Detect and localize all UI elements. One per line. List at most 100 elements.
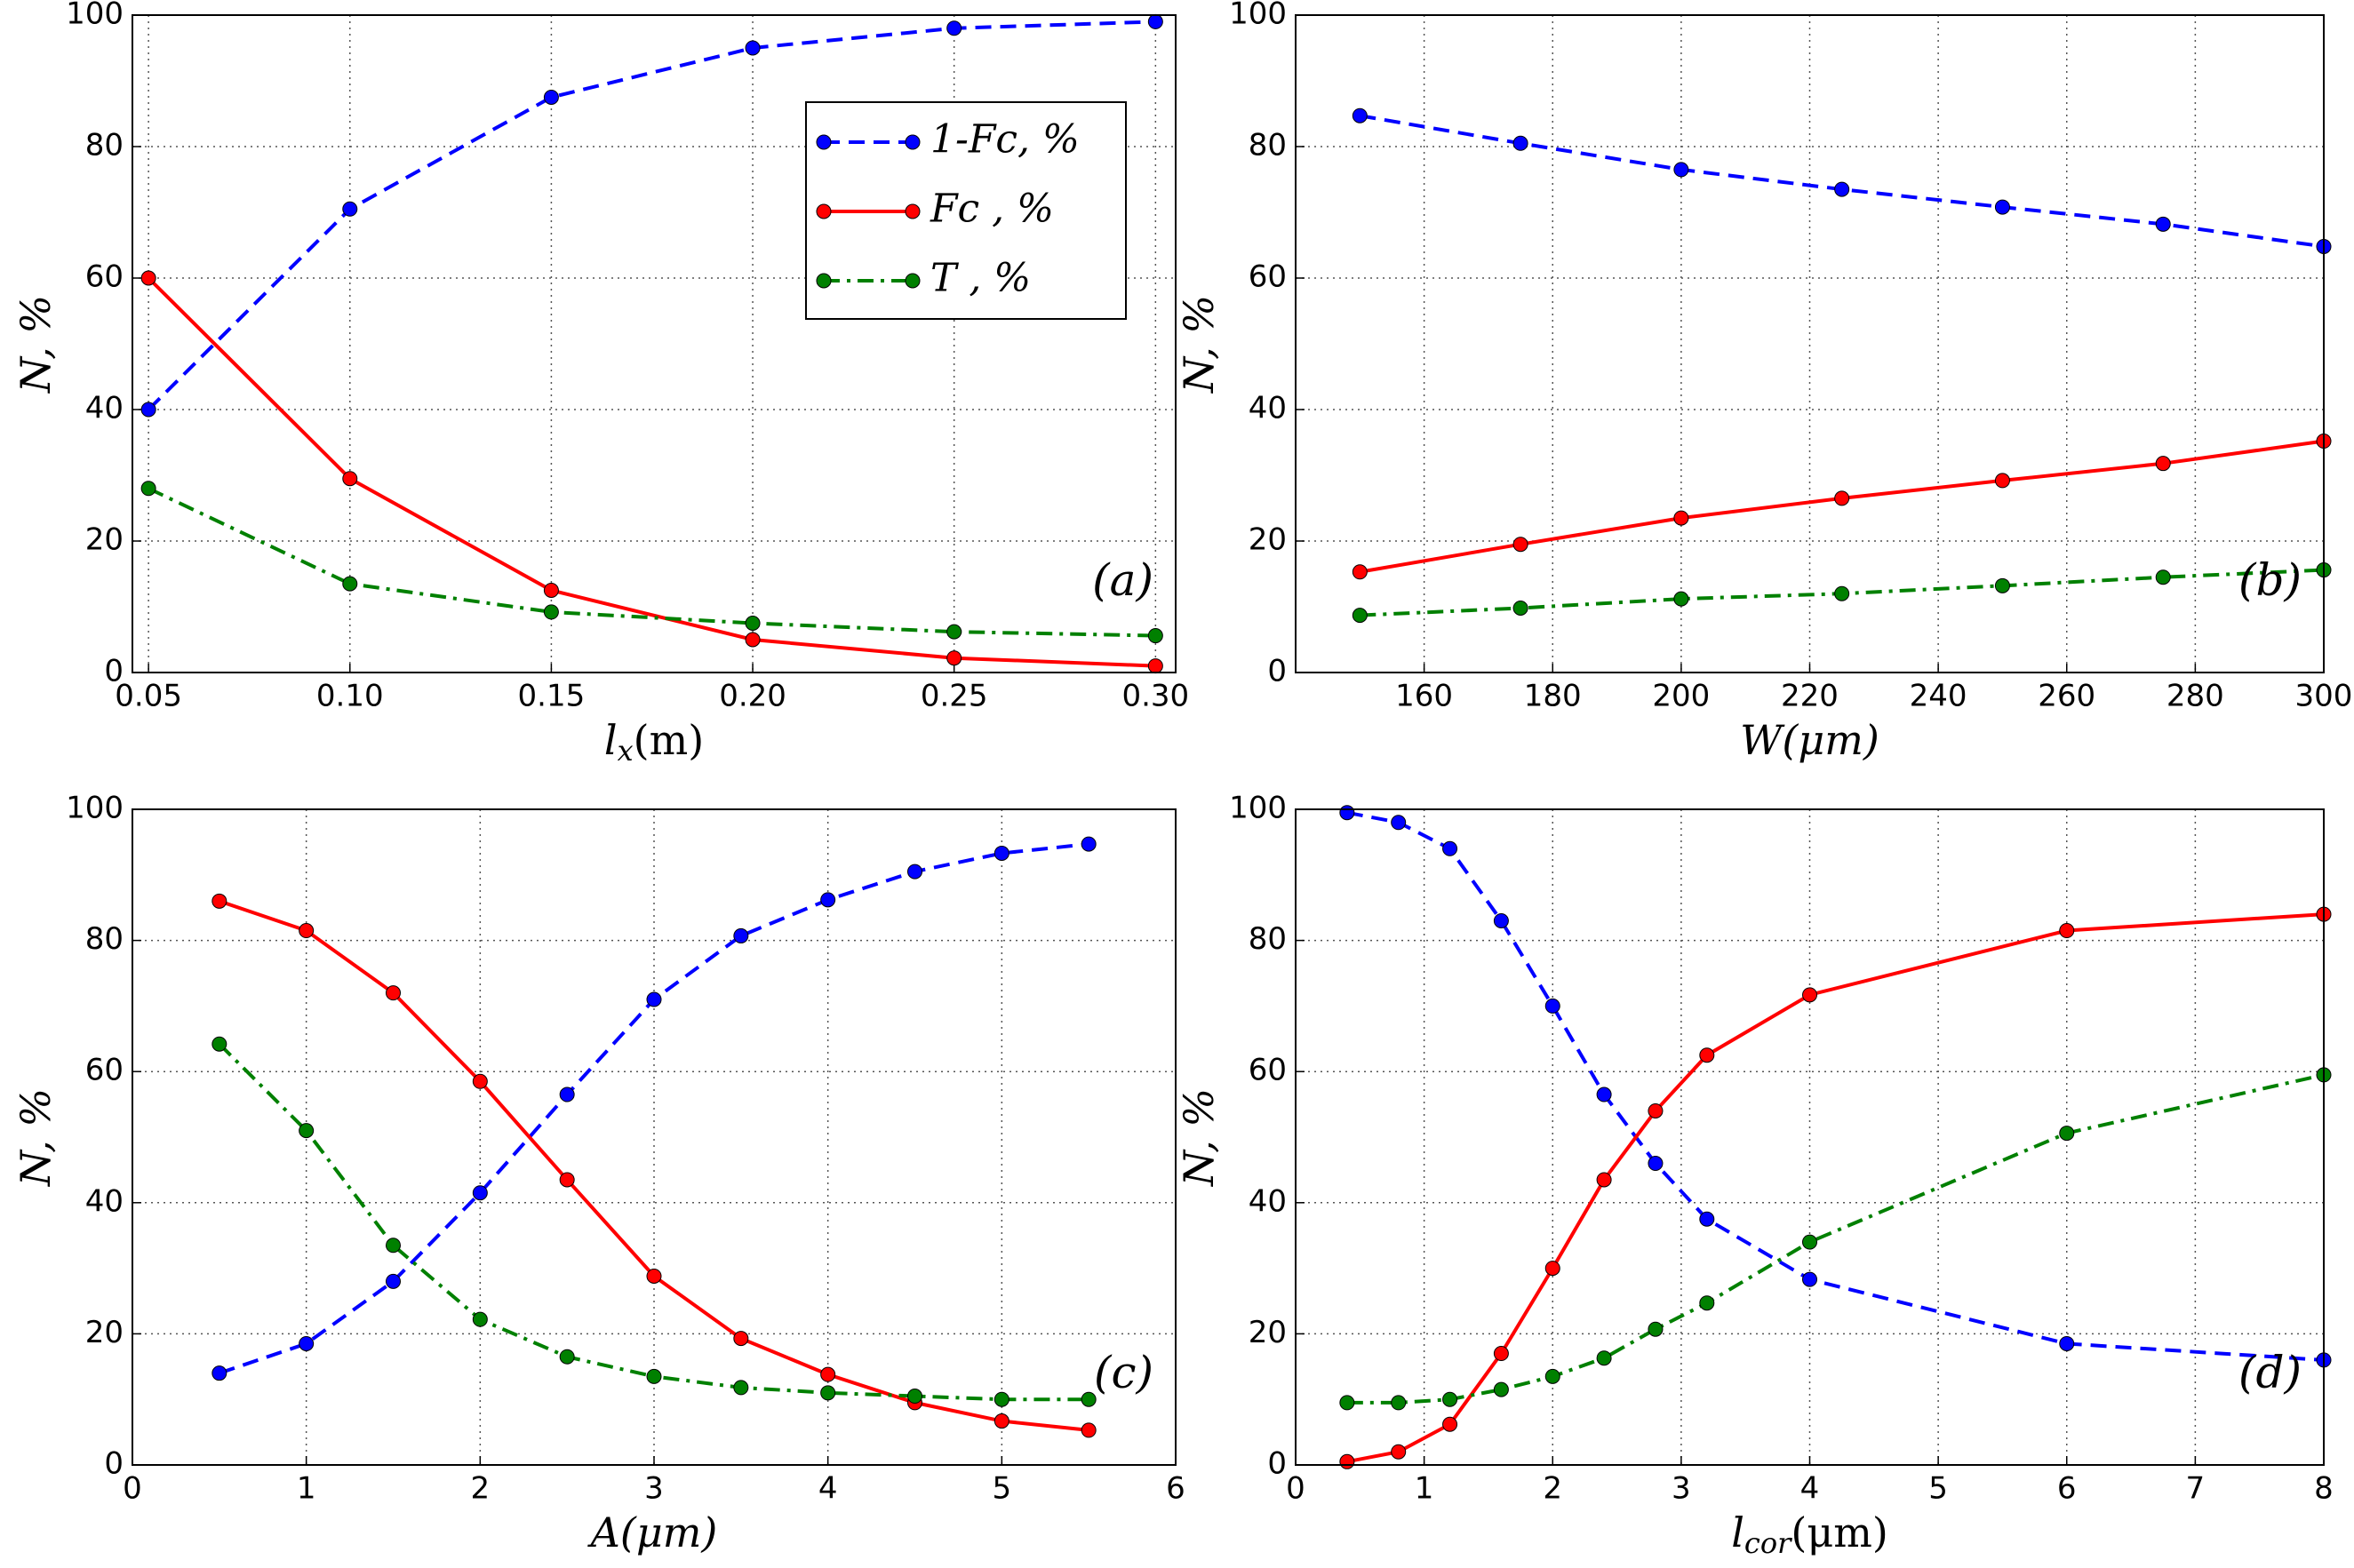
x-tick-label: 0.25 bbox=[921, 679, 988, 714]
point bbox=[140, 402, 156, 418]
x-tick-label: 220 bbox=[1781, 679, 1839, 714]
point bbox=[1391, 1444, 1407, 1460]
point bbox=[1596, 1086, 1612, 1102]
plot-frame bbox=[132, 14, 1177, 673]
point bbox=[820, 1366, 836, 1382]
point bbox=[2059, 923, 2075, 939]
point bbox=[472, 1311, 488, 1327]
legend-label: 1-Fc, % bbox=[930, 117, 1080, 163]
legend-marker bbox=[905, 203, 921, 219]
point bbox=[646, 991, 662, 1007]
point bbox=[299, 1335, 315, 1351]
point bbox=[1147, 658, 1163, 674]
point bbox=[543, 604, 559, 620]
point bbox=[1834, 490, 1850, 506]
x-axis-label: lcor(μm) bbox=[1731, 1508, 1888, 1560]
point bbox=[1147, 13, 1163, 29]
point bbox=[733, 1331, 749, 1347]
point bbox=[386, 1238, 401, 1254]
point bbox=[1352, 107, 1368, 123]
x-tick-label: 160 bbox=[1395, 679, 1453, 714]
point bbox=[1147, 628, 1163, 644]
y-axis-label: N, % bbox=[1175, 1088, 1223, 1187]
point bbox=[646, 1368, 662, 1384]
y-tick-label: 80 bbox=[1249, 128, 1287, 163]
panel-label: (a) bbox=[1092, 554, 1153, 606]
point bbox=[1673, 591, 1689, 607]
point bbox=[1493, 912, 1509, 928]
x-tick-label: 6 bbox=[2057, 1471, 2077, 1507]
y-tick-label: 40 bbox=[85, 391, 124, 426]
point bbox=[1802, 987, 1817, 1003]
y-tick-label: 20 bbox=[1249, 522, 1287, 558]
point bbox=[2155, 456, 2171, 472]
point bbox=[733, 1380, 749, 1396]
point bbox=[1339, 1453, 1355, 1469]
point bbox=[342, 576, 358, 592]
x-tick-label: 1 bbox=[1415, 1471, 1434, 1507]
point bbox=[1391, 1395, 1407, 1411]
point bbox=[646, 1268, 662, 1284]
x-tick-label: 4 bbox=[818, 1471, 838, 1507]
point bbox=[559, 1349, 575, 1365]
x-tick-label: 5 bbox=[993, 1471, 1012, 1507]
point bbox=[1994, 199, 2010, 215]
point bbox=[211, 1365, 227, 1381]
point bbox=[733, 927, 749, 943]
plot-frame bbox=[1295, 808, 2325, 1466]
point bbox=[820, 1385, 836, 1401]
series-line bbox=[1346, 1072, 2325, 1405]
y-tick-label: 60 bbox=[1249, 1053, 1287, 1088]
y-tick-label: 0 bbox=[104, 1446, 124, 1482]
x-tick-label: 0.30 bbox=[1121, 679, 1189, 714]
x-tick-label: 0 bbox=[123, 1471, 142, 1507]
point bbox=[1081, 836, 1097, 852]
x-label-tail: (μm) bbox=[1791, 1508, 1887, 1556]
x-tick-label: 2 bbox=[1543, 1471, 1562, 1507]
y-axis-label: N, % bbox=[12, 1088, 60, 1187]
series-line bbox=[147, 276, 1156, 668]
point bbox=[1596, 1172, 1612, 1188]
x-tick-label: 3 bbox=[644, 1471, 664, 1507]
legend-label: T , % bbox=[930, 256, 1031, 301]
point bbox=[1544, 998, 1560, 1014]
y-tick-label: 0 bbox=[1267, 1446, 1287, 1482]
legend-label: Fc , % bbox=[930, 187, 1054, 232]
point bbox=[543, 583, 559, 598]
y-tick-label: 0 bbox=[104, 654, 124, 689]
point bbox=[946, 624, 962, 640]
point bbox=[1352, 608, 1368, 624]
point bbox=[1994, 473, 2010, 489]
point bbox=[745, 632, 761, 648]
point bbox=[1512, 537, 1528, 553]
legend-marker bbox=[905, 273, 921, 289]
point bbox=[1544, 1368, 1560, 1384]
x-tick-label: 0.15 bbox=[518, 679, 586, 714]
panel-label: (d) bbox=[2238, 1347, 2302, 1398]
x-tick-label: 4 bbox=[1800, 1471, 1820, 1507]
x-tick-label: 0 bbox=[1286, 1471, 1305, 1507]
x-label-tail: (m) bbox=[634, 716, 705, 764]
point bbox=[993, 1413, 1009, 1429]
x-tick-label: 0.05 bbox=[115, 679, 182, 714]
point bbox=[543, 90, 559, 105]
point bbox=[2059, 1335, 2075, 1351]
plot-frame bbox=[1295, 14, 2325, 673]
point bbox=[1699, 1295, 1715, 1311]
point bbox=[946, 650, 962, 666]
point bbox=[1834, 181, 1850, 197]
x-tick-label: 1 bbox=[297, 1471, 316, 1507]
point bbox=[559, 1086, 575, 1102]
y-tick-label: 60 bbox=[1249, 259, 1287, 295]
legend-marker bbox=[905, 134, 921, 150]
legend-marker bbox=[816, 134, 832, 150]
point bbox=[2059, 1126, 2075, 1142]
point bbox=[1802, 1234, 1817, 1250]
point bbox=[211, 1036, 227, 1052]
point bbox=[2155, 216, 2171, 232]
point bbox=[1493, 1346, 1509, 1362]
point bbox=[745, 616, 761, 631]
x-tick-label: 240 bbox=[1910, 679, 1967, 714]
point bbox=[993, 1391, 1009, 1407]
